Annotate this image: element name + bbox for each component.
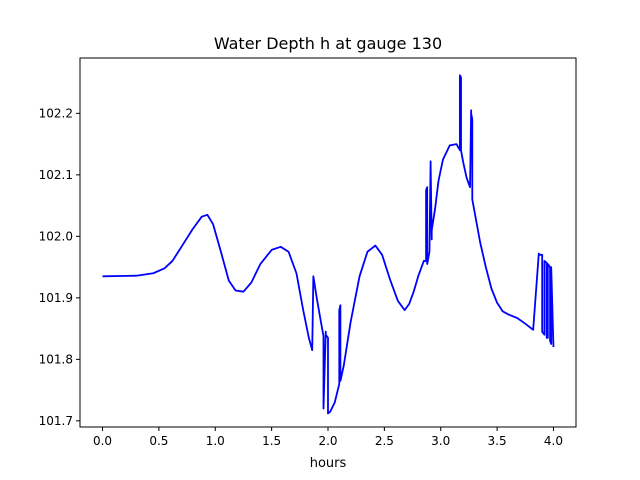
x-axis-label: hours (310, 456, 347, 471)
x-tick-label: 3.5 (488, 434, 507, 448)
y-tick-label: 101.9 (39, 291, 73, 305)
x-tick-label: 3.0 (431, 434, 450, 448)
x-tick-label: 1.0 (206, 434, 225, 448)
y-tick-label: 101.7 (39, 414, 73, 428)
x-tick-label: 2.5 (375, 434, 394, 448)
y-axis-ticks: 101.7 101.8 101.9 102.0 102.1 102.2 (39, 106, 80, 428)
series-line (102, 74, 555, 415)
x-axis-ticks: 0.0 0.5 1.0 1.5 2.0 2.5 3.0 3.5 4.0 (93, 427, 563, 448)
x-tick-label: 0.5 (149, 434, 168, 448)
plot-layer (102, 74, 555, 415)
x-tick-label: 0.0 (93, 434, 112, 448)
y-tick-label: 101.8 (39, 352, 73, 366)
chart-title: Water Depth h at gauge 130 (214, 34, 442, 53)
x-tick-label: 1.5 (262, 434, 281, 448)
x-tick-label: 2.0 (318, 434, 337, 448)
y-tick-label: 102.0 (39, 229, 73, 243)
y-tick-label: 102.2 (39, 106, 73, 120)
x-tick-label: 4.0 (544, 434, 563, 448)
y-tick-label: 102.1 (39, 168, 73, 182)
